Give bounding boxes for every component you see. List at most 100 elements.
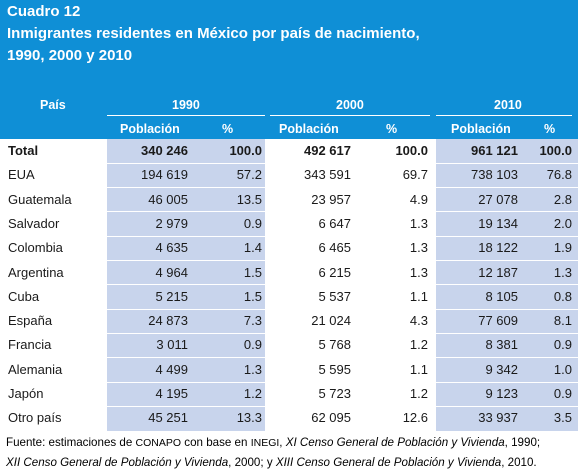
cell-v2010: 8 105 (485, 288, 518, 304)
cell-p2000: 1.3 (409, 264, 428, 280)
cell-v2010: 738 103 (471, 167, 518, 183)
cell-v1990: 340 246 (141, 143, 188, 158)
row-divider (0, 211, 578, 213)
cell-p2010: 1.0 (553, 361, 572, 377)
row-divider (0, 284, 578, 286)
header-poblacion-1990: Población (120, 122, 180, 136)
cell-v2000: 21 024 (311, 313, 351, 329)
cell-v2000: 492 617 (304, 143, 351, 158)
cell-country: Cuba (8, 288, 40, 304)
table-row: Japón 4 195 1.2 5 723 1.2 9 123 0.9 (0, 382, 578, 406)
cell-p1990: 1.2 (243, 386, 262, 401)
cell-p2000: 4.3 (409, 313, 428, 329)
census-xi: XI Censo General de Población y Vivienda (285, 436, 505, 449)
cell-p1990: 0.9 (243, 337, 262, 353)
cell-p2000: 1.3 (409, 240, 428, 256)
cell-p2000: 1.1 (409, 361, 428, 377)
cell-country: Japón (8, 386, 44, 401)
cell-v2000: 5 537 (318, 288, 351, 304)
header-year-1990: 1990 (172, 98, 200, 112)
cell-p1990: 13.3 (236, 410, 262, 426)
cell-v2010: 961 121 (471, 143, 518, 158)
cell-v1990: 5 215 (155, 288, 188, 304)
cell-v2000: 6 215 (318, 264, 351, 280)
header-underline-2010 (436, 115, 572, 116)
cell-country: Alemania (8, 361, 63, 377)
cell-p1990: 100.0 (229, 143, 262, 158)
table-row: Alemania 4 499 1.3 5 595 1.1 9 342 1.0 (0, 358, 578, 382)
cell-v1990: 24 873 (148, 313, 188, 329)
cell-p2010: 0.9 (553, 337, 572, 353)
cell-p2000: 69.7 (402, 167, 428, 183)
cell-country: España (8, 313, 53, 329)
header-underline-1990 (107, 115, 265, 116)
table-title-block: Cuadro 12 Inmigrantes residentes en Méxi… (0, 0, 578, 92)
source-line-2: XII Censo General de Población y Viviend… (6, 456, 537, 469)
cell-p2000: 100.0 (395, 143, 428, 158)
cell-v1990: 4 499 (155, 361, 188, 377)
row-divider (0, 260, 578, 261)
cell-country: Francia (8, 337, 52, 353)
cell-p2010: 8.1 (553, 313, 572, 329)
row-divider (0, 405, 578, 407)
cell-country: Argentina (8, 264, 64, 280)
cell-v2010: 12 187 (478, 264, 518, 280)
cell-p2000: 1.1 (409, 288, 428, 304)
census-xii: XII Censo General de Población y Viviend… (6, 456, 229, 469)
table-number: Cuadro 12 (7, 3, 81, 20)
census-xiii: XIII Censo General de Población y Vivien… (275, 456, 502, 469)
cell-v2010: 19 134 (478, 215, 518, 231)
cell-v2000: 343 591 (304, 167, 351, 183)
header-pct-2010: % (544, 122, 556, 136)
table-row: Guatemala 46 005 13.5 23 957 4.9 27 078 2.8 (0, 188, 578, 212)
cell-p2000: 1.2 (409, 386, 428, 401)
cell-p2010: 2.8 (553, 191, 572, 207)
table-body: Total 340 246 100.0 492 617 100.0 961 121 100.… (0, 139, 578, 431)
cell-p2010: 100.0 (539, 143, 572, 158)
cell-p1990: 1.3 (243, 361, 262, 377)
cell-p1990: 57.2 (236, 167, 262, 183)
table-row: Salvador 2 979 0.9 6 647 1.3 19 134 2.0 (0, 212, 578, 236)
cell-p2000: 1.2 (409, 337, 428, 353)
cell-p1990: 1.5 (243, 288, 262, 304)
cell-country: Total (8, 143, 39, 158)
cell-p2010: 1.9 (553, 240, 572, 256)
cell-country: Salvador (8, 215, 60, 231)
row-divider (0, 162, 578, 164)
row-divider (0, 235, 578, 237)
table-row: Colombia 4 635 1.4 6 465 1.3 18 122 1.9 (0, 236, 578, 260)
header-pct-1990: % (222, 122, 234, 136)
cell-p2000: 4.9 (409, 191, 428, 207)
cell-country: EUA (8, 167, 35, 183)
cell-p2010: 1.3 (553, 264, 572, 280)
cell-v2010: 9 123 (485, 386, 518, 401)
table-row: Otro país 45 251 13.3 62 095 12.6 33 937 3.5 (0, 406, 578, 430)
cell-v1990: 4 195 (155, 386, 188, 401)
header-poblacion-2000: Población (279, 122, 339, 136)
cell-p1990: 1.5 (243, 264, 262, 280)
table-row: EUA 194 619 57.2 343 591 69.7 738 103 76.8 (0, 163, 578, 187)
cell-v1990: 3 011 (156, 337, 188, 353)
row-divider (0, 332, 578, 334)
table-row: Cuba 5 215 1.5 5 537 1.1 8 105 0.8 (0, 285, 578, 309)
header-pct-2000: % (386, 122, 398, 136)
cell-v2010: 77 609 (478, 313, 518, 329)
cell-v1990: 46 005 (148, 191, 188, 207)
cell-country: Colombia (8, 240, 63, 256)
cell-p2010: 0.9 (553, 386, 572, 401)
cell-v2000: 5 768 (318, 337, 351, 353)
conapo-acronym: CONAPO (135, 437, 182, 449)
cell-v2000: 5 723 (318, 386, 351, 401)
cell-p1990: 1.4 (243, 240, 262, 256)
cell-v2010: 33 937 (478, 410, 518, 426)
header-pais: País (40, 98, 66, 112)
cell-v2000: 6 647 (318, 215, 351, 231)
table-source-note: Fuente: estimaciones de CONAPO con base … (6, 433, 576, 472)
cell-v1990: 2 979 (155, 215, 188, 231)
cell-v2010: 27 078 (478, 191, 518, 207)
cell-country: Otro país (8, 410, 62, 426)
row-divider (0, 187, 578, 189)
cell-p2010: 3.5 (553, 410, 572, 426)
cell-v2010: 8 381 (485, 337, 518, 353)
cell-p1990: 13.5 (236, 191, 262, 207)
